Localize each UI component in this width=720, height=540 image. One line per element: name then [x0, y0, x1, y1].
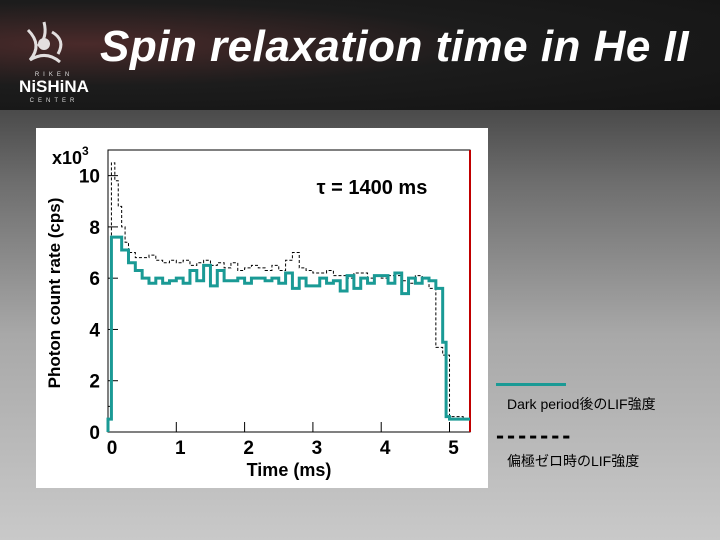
logo-line2: NiSHiNA: [19, 77, 89, 96]
y-tick-label: 10: [79, 167, 100, 188]
chart-panel: 0 2 4 6 8 10 0 1 2 3 4 5 Photon count rate (cps) x…: [36, 128, 488, 488]
legend-solid-line: [496, 383, 566, 386]
y-multiplier-base: x10: [52, 148, 82, 168]
x-tick-label: 5: [448, 438, 459, 459]
x-axis-label: Time (ms): [247, 460, 332, 480]
logo-line1: RIKEN: [35, 72, 73, 78]
x-tick-label: 2: [243, 438, 254, 459]
series-line-solid: [106, 235, 470, 432]
y-tick-label: 4: [89, 320, 100, 341]
x-tick-label: 4: [380, 438, 391, 459]
y-ticks: 0 2 4 6 8 10: [79, 167, 118, 444]
decay-chart: 0 2 4 6 8 10 0 1 2 3 4 5 Photon count rate (cps) x…: [45, 144, 471, 480]
riken-nishina-logo: RIKEN NiSHiNA CENTER: [19, 21, 89, 104]
y-multiplier-exp: 3: [82, 144, 89, 158]
x-tick-label: 1: [175, 438, 186, 459]
slide-title: Spin relaxation time in He II: [100, 22, 690, 71]
series-layer: [106, 162, 470, 432]
y-axis-label: Photon count rate (cps): [45, 198, 64, 389]
y-tick-label: 8: [89, 218, 100, 239]
logo-line3: CENTER: [30, 98, 79, 104]
x-tick-label: 3: [312, 438, 323, 459]
y-multiplier: x103: [52, 144, 89, 168]
tau-annotation: τ = 1400 ms: [317, 177, 428, 199]
legend-label-dashed: 偏極ゼロ時のLIF強度: [507, 453, 640, 469]
logo-mark-icon: [26, 21, 63, 64]
y-tick-label: 2: [89, 372, 100, 393]
legend-label-solid: Dark period後のLIF強度: [507, 396, 656, 412]
x-tick-label: 0: [107, 438, 118, 459]
legend-dashed-line: -------: [494, 424, 572, 448]
header-band: [0, 0, 720, 110]
y-tick-label: 0: [89, 423, 100, 444]
y-tick-label: 6: [89, 269, 100, 290]
